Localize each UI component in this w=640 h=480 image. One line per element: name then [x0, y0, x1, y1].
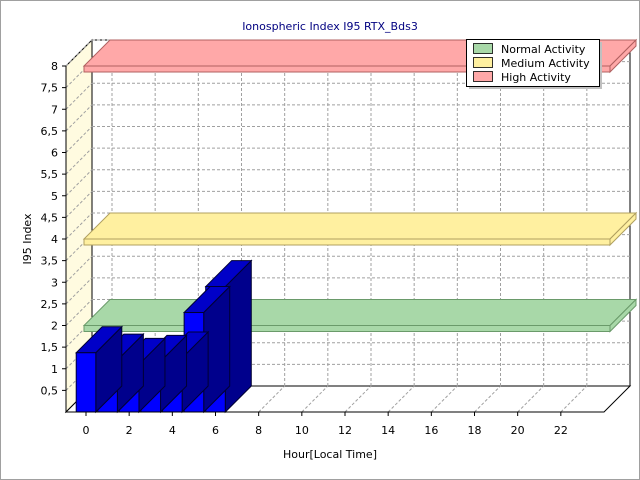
h-grid-line-side: [65, 147, 93, 175]
y-tick-label: 0,5: [41, 384, 59, 397]
band-side-0: [609, 298, 637, 333]
h-grid-line-side: [65, 104, 93, 132]
x-tick-label: 2: [126, 424, 133, 437]
v-grid-line-floor: [258, 385, 286, 413]
chart-title: Ionospheric Index I95 RTX_Bds3: [242, 20, 418, 33]
y-tick-label: 1: [51, 363, 58, 376]
x-tick-label: 20: [511, 424, 525, 437]
y-tick-label: 1,5: [41, 341, 59, 354]
band-front-0: [83, 325, 611, 332]
v-grid-line-floor: [301, 385, 329, 413]
h-grid-line-side: [65, 39, 93, 67]
legend-swatch: [473, 43, 493, 54]
bar-front: [75, 352, 97, 413]
band-front-1: [83, 238, 611, 246]
bars: [75, 259, 253, 414]
y-tick-label: 6: [51, 147, 58, 160]
x-axis-title: Hour[Local Time]: [283, 448, 377, 461]
h-grid-line-side: [65, 212, 93, 240]
x-tick-label: 12: [338, 424, 352, 437]
y-tick-label: 8: [51, 60, 58, 73]
x-tick-label: 10: [295, 424, 309, 437]
h-grid-line-side: [65, 126, 93, 153]
y-tick-label: 7,5: [41, 82, 59, 95]
x-tick-label: 14: [381, 424, 395, 437]
x-tick-label: 22: [554, 424, 568, 437]
y-tick-label: 4: [51, 233, 58, 246]
legend-swatch: [473, 71, 493, 82]
x-tick-label: 16: [424, 424, 438, 437]
v-grid-line-floor: [474, 385, 501, 413]
h-grid-line-side: [65, 191, 93, 218]
y-tick-label: 4,5: [41, 211, 59, 224]
y-tick-label: 3,5: [41, 255, 59, 268]
band-top-0: [82, 299, 638, 326]
x-tick-label: 6: [212, 424, 219, 437]
y-tick-label: 2: [51, 320, 58, 333]
v-grid-line-floor: [387, 385, 415, 413]
h-grid-line-side: [65, 82, 93, 110]
x-tick-labels: 0 2 4 6 8 10 12 14 16 18 20 22: [83, 412, 568, 437]
x-tick-label: 4: [169, 424, 176, 437]
legend-label: Medium Activity: [501, 57, 590, 70]
y-tick-label: 6,5: [41, 125, 59, 138]
y-tick-label: 7: [51, 103, 58, 116]
h-grid-line-side: [65, 299, 93, 326]
y-tick-label: 5: [51, 190, 58, 203]
v-grid-line-floor: [430, 385, 458, 413]
bar: [75, 325, 123, 414]
band-side-2: [609, 38, 637, 74]
y-tick-label: 2,5: [41, 298, 59, 311]
band-top-1: [82, 212, 638, 240]
y-tick-labels: 0,5 1 1,5 2 2,5 3 3,5 4 4,5 5 5,5 6 6,5 7 7,5 8: [41, 60, 66, 397]
y-axis-title: I95 Index: [21, 213, 34, 265]
x-tick-label: 8: [255, 424, 262, 437]
h-grid-line-side: [65, 169, 93, 197]
x-tick-label: 18: [468, 424, 482, 437]
v-grid-line-floor: [517, 385, 545, 413]
y-tick-label: 3: [51, 276, 58, 289]
legend-swatch: [473, 57, 493, 68]
h-grid-line-side: [65, 255, 93, 283]
y-tick-label: 5,5: [41, 168, 59, 181]
v-grid-line-floor: [344, 385, 372, 413]
legend-label: High Activity: [501, 71, 571, 84]
v-grid-line-floor: [560, 385, 588, 413]
x-tick-label: 0: [83, 424, 90, 437]
band-side-1: [609, 211, 637, 247]
legend-label: Normal Activity: [501, 43, 586, 56]
h-grid-line-side: [65, 277, 93, 305]
